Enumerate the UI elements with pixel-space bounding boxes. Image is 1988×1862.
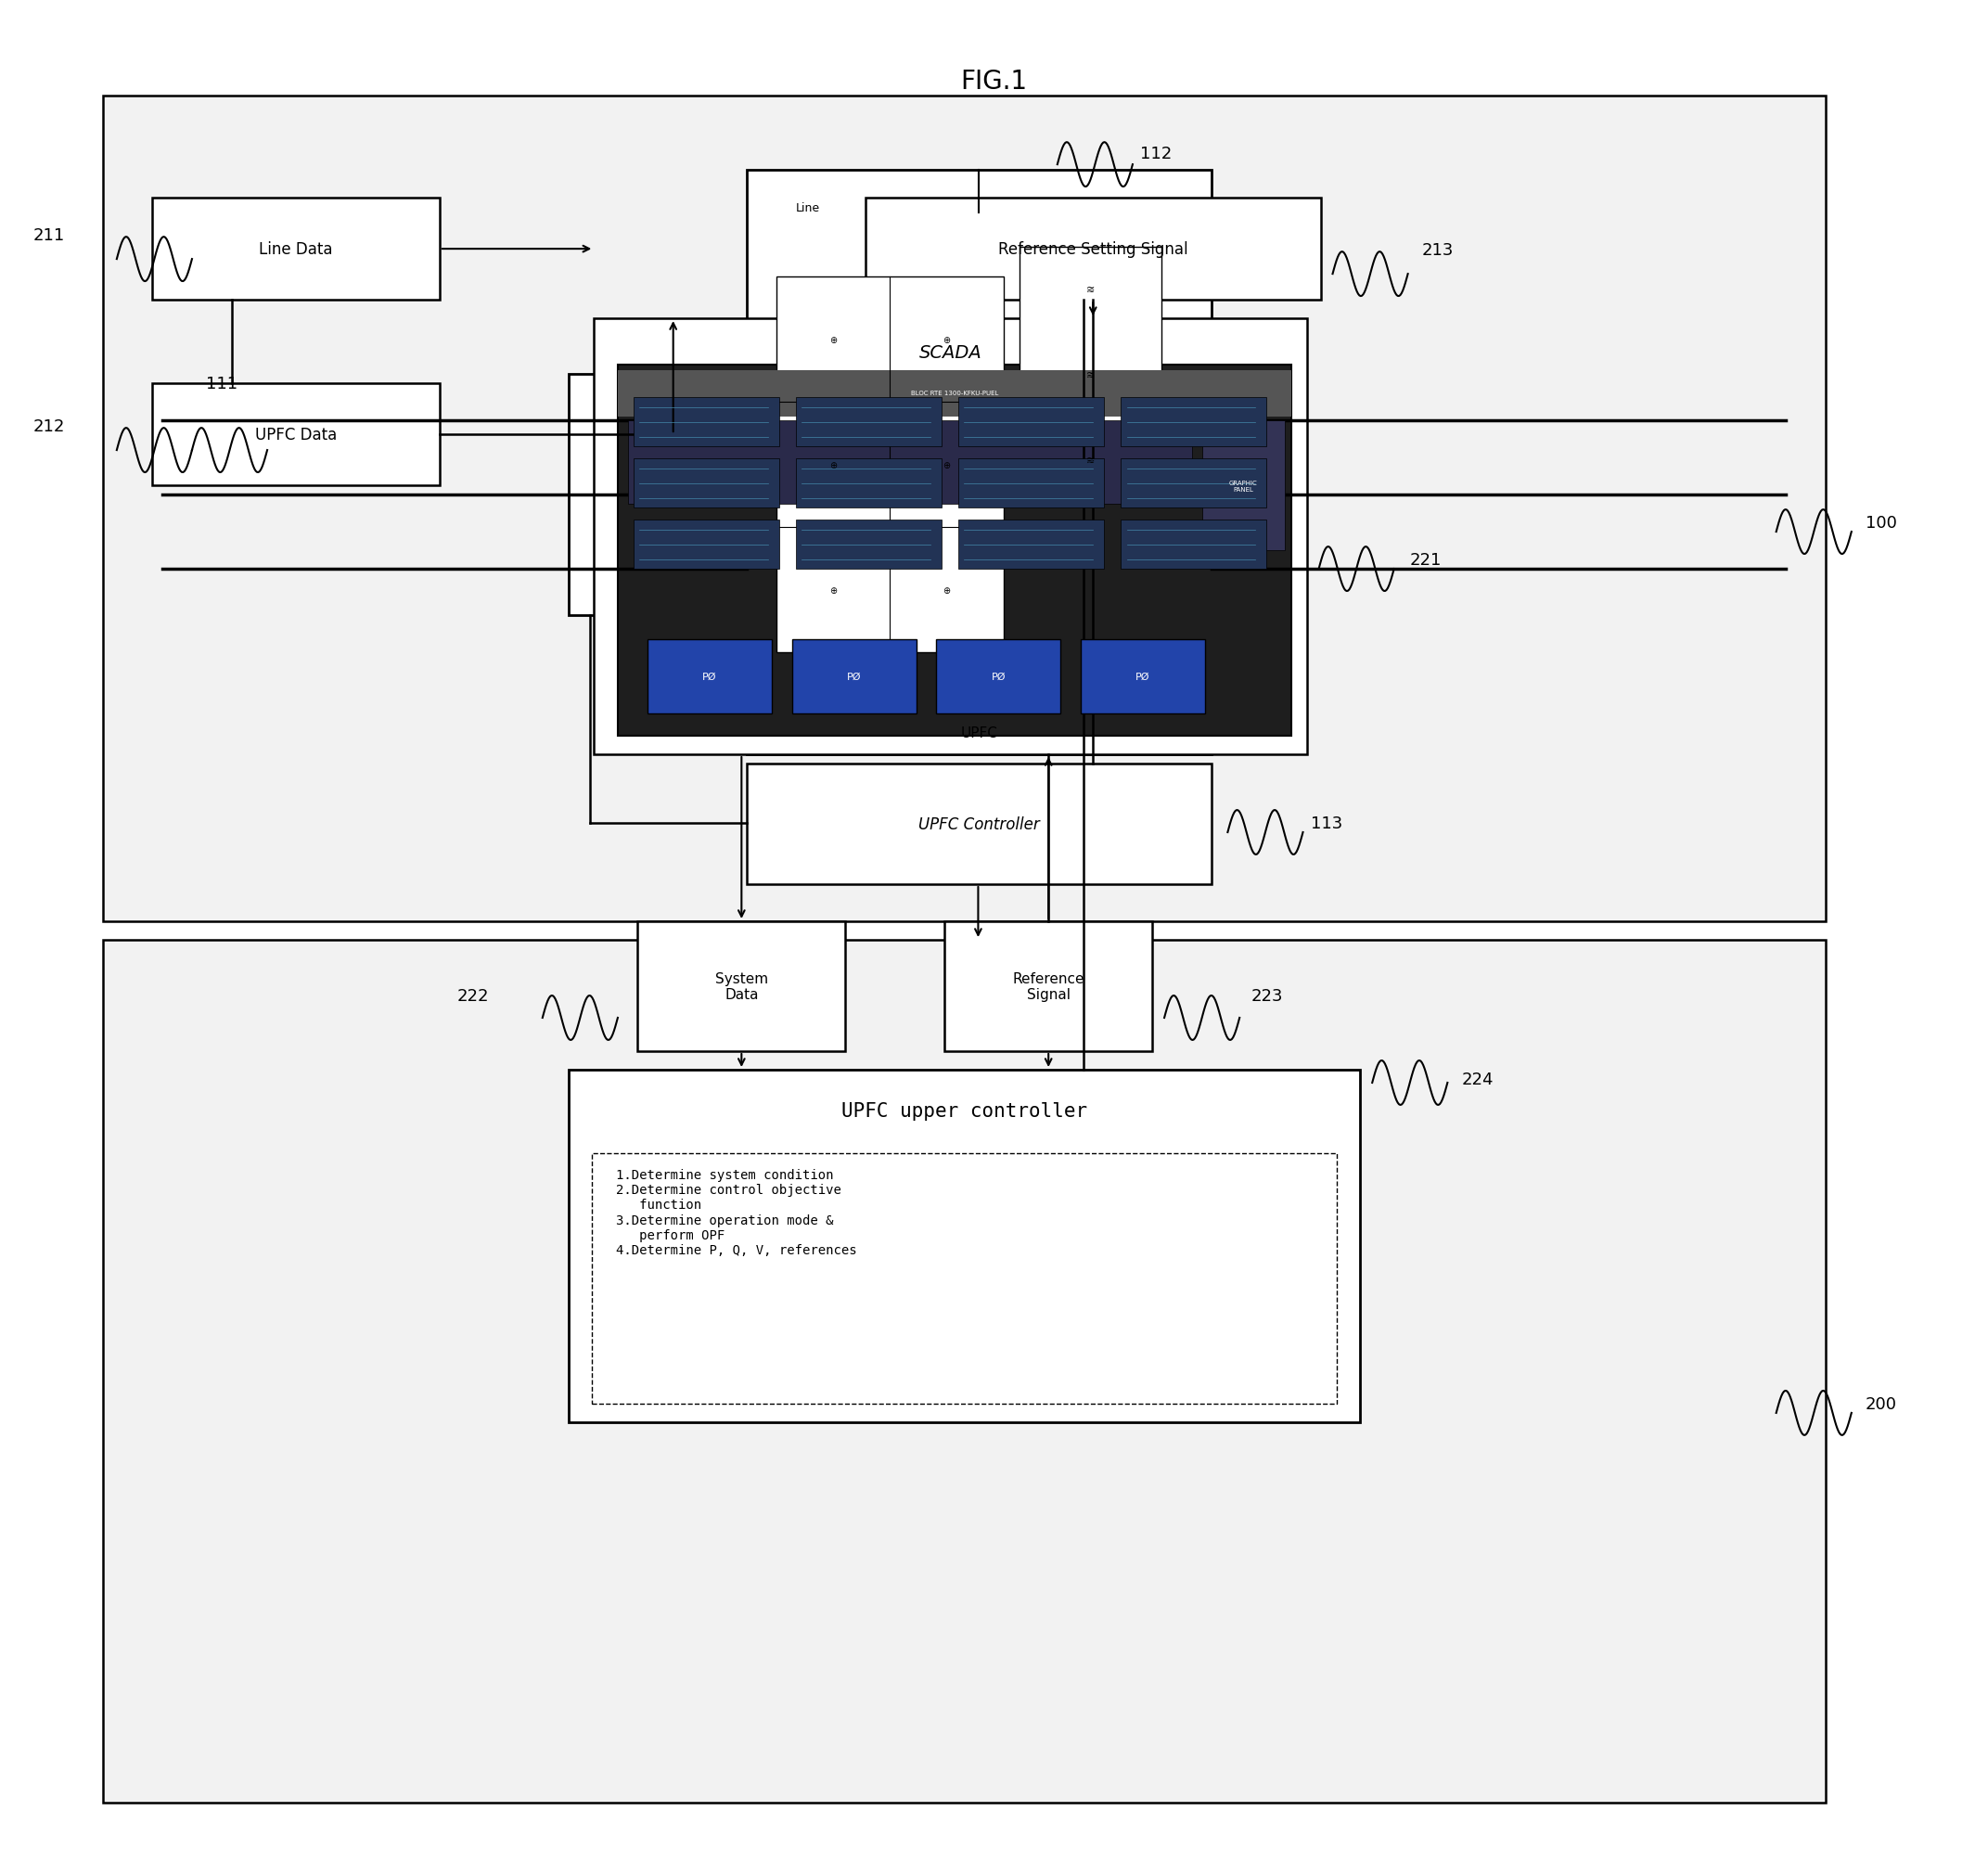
FancyBboxPatch shape	[569, 1071, 1360, 1423]
Text: Reference Setting Signal: Reference Setting Signal	[998, 242, 1189, 259]
FancyBboxPatch shape	[1081, 641, 1205, 713]
Text: 212: 212	[34, 419, 66, 436]
FancyBboxPatch shape	[791, 641, 916, 713]
FancyBboxPatch shape	[1121, 460, 1266, 508]
FancyBboxPatch shape	[944, 922, 1153, 1052]
Text: 222: 222	[457, 987, 489, 1004]
Text: SCADA: SCADA	[918, 344, 982, 361]
Text: ≋: ≋	[1085, 285, 1095, 294]
Text: UPFC: UPFC	[960, 726, 998, 739]
Text: UPFC upper controller: UPFC upper controller	[841, 1102, 1087, 1121]
FancyBboxPatch shape	[1121, 521, 1266, 570]
Text: Reference
Signal: Reference Signal	[1012, 972, 1083, 1002]
Text: ⊕: ⊕	[942, 335, 950, 344]
Text: Line: Line	[795, 201, 821, 214]
Text: UPFC Controller: UPFC Controller	[918, 816, 1040, 832]
Text: 1.Determine system condition
2.Determine control objective
   function
3.Determi: 1.Determine system condition 2.Determine…	[616, 1167, 857, 1257]
Text: ⊕: ⊕	[942, 587, 950, 596]
FancyBboxPatch shape	[628, 421, 1193, 505]
Text: ⊕: ⊕	[942, 460, 950, 469]
FancyBboxPatch shape	[746, 171, 1213, 754]
Text: 100: 100	[1865, 514, 1897, 531]
FancyBboxPatch shape	[103, 940, 1825, 1802]
FancyBboxPatch shape	[569, 374, 612, 616]
FancyBboxPatch shape	[1203, 421, 1284, 551]
FancyBboxPatch shape	[634, 521, 779, 570]
FancyBboxPatch shape	[618, 371, 1290, 417]
Text: FIG.1: FIG.1	[960, 69, 1028, 95]
Text: 224: 224	[1461, 1071, 1493, 1087]
FancyBboxPatch shape	[958, 398, 1103, 447]
FancyBboxPatch shape	[746, 763, 1213, 884]
Text: ≋: ≋	[1085, 371, 1095, 380]
Text: System
Data: System Data	[716, 972, 767, 1002]
Text: 211: 211	[34, 227, 66, 244]
Text: 112: 112	[1141, 145, 1173, 162]
FancyBboxPatch shape	[1121, 398, 1266, 447]
Text: 200: 200	[1865, 1395, 1897, 1411]
Text: 111: 111	[207, 376, 237, 393]
FancyBboxPatch shape	[958, 460, 1103, 508]
Text: GRAPHIC
PANEL: GRAPHIC PANEL	[1229, 480, 1258, 492]
FancyBboxPatch shape	[1020, 248, 1161, 503]
FancyBboxPatch shape	[795, 460, 942, 508]
FancyBboxPatch shape	[153, 384, 439, 486]
FancyBboxPatch shape	[795, 398, 942, 447]
FancyBboxPatch shape	[634, 398, 779, 447]
FancyBboxPatch shape	[592, 1154, 1336, 1404]
Text: ⊕: ⊕	[829, 335, 837, 344]
Text: ≋: ≋	[1085, 456, 1095, 466]
Text: PØ: PØ	[992, 672, 1006, 681]
FancyBboxPatch shape	[795, 521, 942, 570]
FancyBboxPatch shape	[618, 365, 1290, 735]
FancyBboxPatch shape	[103, 97, 1825, 922]
Text: 113: 113	[1310, 816, 1342, 832]
FancyBboxPatch shape	[594, 318, 1306, 754]
Text: Line Data: Line Data	[258, 242, 332, 259]
FancyBboxPatch shape	[865, 199, 1320, 300]
Text: ⊕: ⊕	[829, 460, 837, 469]
FancyBboxPatch shape	[958, 521, 1103, 570]
Text: PØ: PØ	[702, 672, 718, 681]
Text: 221: 221	[1409, 551, 1441, 568]
FancyBboxPatch shape	[638, 922, 845, 1052]
FancyBboxPatch shape	[648, 641, 771, 713]
FancyBboxPatch shape	[153, 199, 439, 300]
Text: PØ: PØ	[1135, 672, 1149, 681]
Text: 213: 213	[1421, 242, 1453, 259]
Text: ⊕: ⊕	[829, 587, 837, 596]
Text: BLOC RTE 1300-KFKU-PUEL: BLOC RTE 1300-KFKU-PUEL	[911, 391, 998, 397]
FancyBboxPatch shape	[775, 277, 1004, 654]
FancyBboxPatch shape	[936, 641, 1062, 713]
FancyBboxPatch shape	[634, 460, 779, 508]
Text: UPFC Data: UPFC Data	[254, 426, 336, 443]
Text: 223: 223	[1250, 987, 1284, 1004]
Text: PØ: PØ	[847, 672, 861, 681]
